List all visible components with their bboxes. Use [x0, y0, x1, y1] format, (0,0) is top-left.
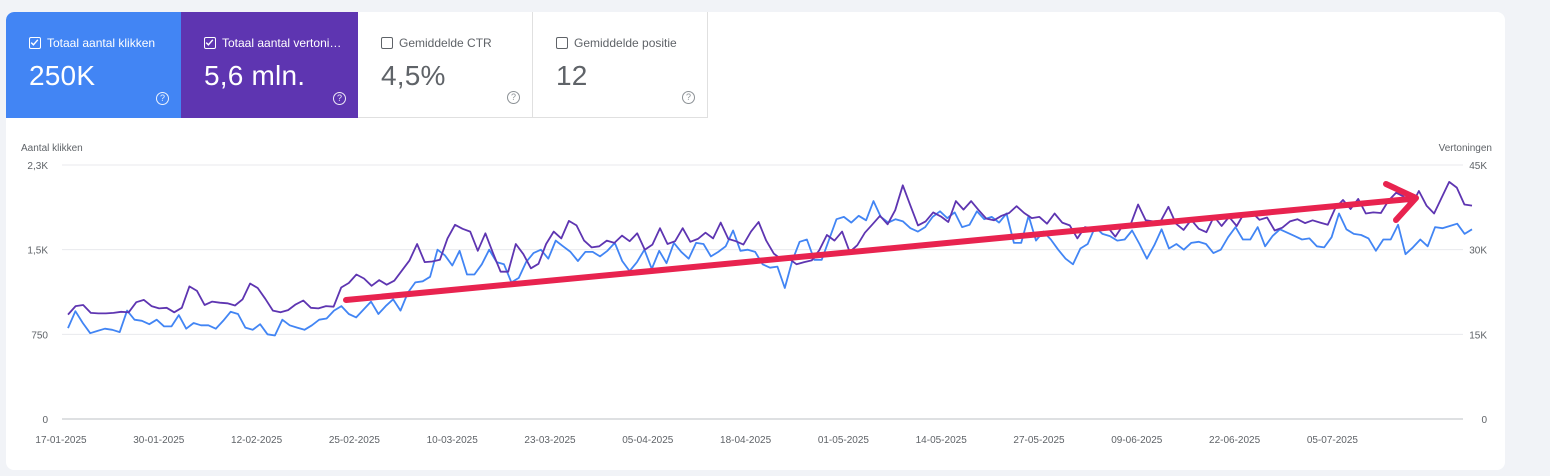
x-tick-label: 12-02-2025	[231, 435, 283, 446]
metric-value: 12	[556, 60, 588, 91]
metric-card-total-clicks[interactable]: Totaal aantal klikken 250K ?	[6, 12, 181, 118]
performance-chart[interactable]: 2,3K 45K 1,5K 30K 750 15K 0 0 17-01-2025 30-01-20…	[6, 12, 1505, 470]
checkbox-icon[interactable]	[556, 37, 568, 49]
help-icon[interactable]: ?	[156, 92, 169, 105]
right-axis-title: Vertoningen	[1438, 143, 1492, 154]
x-tick-label: 10-03-2025	[427, 435, 479, 446]
metric-value: 250K	[29, 60, 96, 91]
x-tick-label: 05-04-2025	[622, 435, 674, 446]
x-tick-label: 27-05-2025	[1013, 435, 1065, 446]
chart-series	[67, 180, 1473, 337]
x-tick-label: 18-04-2025	[720, 435, 772, 446]
x-tick-label: 09-06-2025	[1111, 435, 1163, 446]
help-icon[interactable]: ?	[333, 92, 346, 105]
left-tick-label: 1,5K	[27, 246, 48, 257]
help-icon[interactable]: ?	[682, 91, 695, 104]
left-axis-title: Aantal klikken	[21, 143, 83, 154]
right-tick-label: 15K	[1469, 330, 1487, 341]
metric-card-total-impressions[interactable]: Totaal aantal vertoningen 5,6 mln. ?	[181, 12, 358, 118]
metric-value: 5,6 mln.	[204, 60, 306, 91]
right-tick-label: 0	[1481, 415, 1487, 426]
metric-value: 4,5%	[381, 60, 446, 91]
metric-tabs: Totaal aantal klikken 250K ? Totaal aant…	[6, 12, 708, 118]
left-tick-label: 750	[31, 330, 48, 341]
performance-card: Totaal aantal klikken 250K ? Totaal aant…	[6, 12, 1505, 470]
checkbox-icon[interactable]	[381, 37, 393, 49]
x-tick-label: 22-06-2025	[1209, 435, 1261, 446]
x-tick-label: 30-01-2025	[133, 435, 185, 446]
left-tick-label: 0	[42, 415, 48, 426]
x-tick-label: 05-07-2025	[1307, 435, 1359, 446]
x-tick-label: 25-02-2025	[329, 435, 381, 446]
x-tick-label: 23-03-2025	[524, 435, 576, 446]
trend-arrow	[343, 181, 1419, 303]
x-tick-label: 01-05-2025	[818, 435, 870, 446]
checkbox-icon[interactable]	[204, 37, 216, 49]
left-tick-label: 2,3K	[27, 161, 48, 172]
help-icon[interactable]: ?	[507, 91, 520, 104]
x-tick-label: 14-05-2025	[916, 435, 968, 446]
x-tick-label: 17-01-2025	[35, 435, 87, 446]
metric-card-average-ctr[interactable]: Gemiddelde CTR 4,5% ?	[358, 12, 533, 118]
metric-card-average-position[interactable]: Gemiddelde positie 12 ?	[533, 12, 708, 118]
chart-ticks: 2,3K 45K 1,5K 30K 750 15K 0 0 17-01-2025 30-01-20…	[27, 161, 1487, 446]
clicks-series-line	[67, 200, 1473, 337]
checkbox-icon[interactable]	[29, 37, 41, 49]
impressions-series-line	[67, 180, 1473, 316]
chart-grid	[62, 164, 1463, 420]
right-tick-label: 30K	[1469, 246, 1487, 257]
right-tick-label: 45K	[1469, 161, 1487, 172]
